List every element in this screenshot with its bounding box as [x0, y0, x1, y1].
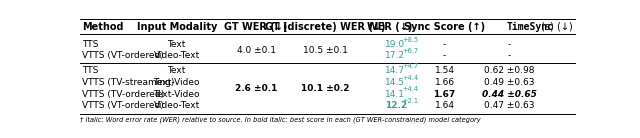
Text: 4.0 ±0.1: 4.0 ±0.1 [237, 46, 276, 55]
Text: VTTS (TV-streaming): VTTS (TV-streaming) [83, 78, 175, 87]
Text: -: - [443, 40, 446, 49]
Text: Video-Text: Video-Text [154, 101, 200, 110]
Text: 17.2: 17.2 [385, 51, 405, 60]
Text: GT (discrete) WER (↓): GT (discrete) WER (↓) [265, 22, 386, 32]
Text: +2.1: +2.1 [403, 98, 419, 104]
Text: VTTS (VT-ordered): VTTS (VT-ordered) [83, 101, 164, 110]
Text: 1.66: 1.66 [435, 78, 454, 87]
Text: +8.5: +8.5 [403, 37, 419, 43]
Text: Text-Video: Text-Video [154, 78, 200, 87]
Text: 0.49 ±0.63: 0.49 ±0.63 [484, 78, 534, 87]
Text: 14.1: 14.1 [385, 90, 405, 99]
Text: 0.44 ±0.65: 0.44 ±0.65 [482, 90, 536, 99]
Text: (s) (↓): (s) (↓) [538, 22, 573, 32]
Text: -: - [443, 51, 446, 60]
Text: TTS: TTS [83, 40, 99, 49]
Text: 14.5: 14.5 [385, 78, 405, 87]
Text: -: - [508, 51, 511, 60]
Text: TTS: TTS [83, 66, 99, 75]
Text: Input Modality: Input Modality [136, 22, 217, 32]
Text: VTTS (VT-ordered): VTTS (VT-ordered) [83, 51, 164, 60]
Text: 2.6 ±0.1: 2.6 ±0.1 [235, 84, 277, 93]
Text: 10.1 ±0.2: 10.1 ±0.2 [301, 84, 350, 93]
Text: Video-Text: Video-Text [154, 51, 200, 60]
Text: +6.7: +6.7 [403, 48, 419, 54]
Text: +4.7: +4.7 [403, 63, 419, 69]
Text: WER (↓): WER (↓) [367, 22, 413, 32]
Text: 1.54: 1.54 [435, 66, 454, 75]
Text: +4.4: +4.4 [403, 86, 419, 92]
Text: -: - [508, 40, 511, 49]
Text: +4.4: +4.4 [403, 75, 419, 81]
Text: 1.67: 1.67 [433, 90, 456, 99]
Text: VTTS (TV-ordered): VTTS (TV-ordered) [83, 90, 164, 99]
Text: 12.2: 12.2 [385, 101, 407, 110]
Text: 19.0: 19.0 [385, 40, 405, 49]
Text: TimeSync: TimeSync [507, 22, 554, 32]
Text: 14.7: 14.7 [385, 66, 405, 75]
Text: † italic: Word error rate (WER) relative to source. In bold italic: best score i: † italic: Word error rate (WER) relative… [80, 116, 481, 123]
Text: Text-Video: Text-Video [154, 90, 200, 99]
Text: Text: Text [168, 66, 186, 75]
Text: GT WER (↓): GT WER (↓) [225, 22, 288, 32]
Text: Method: Method [83, 22, 124, 32]
Text: 10.5 ±0.1: 10.5 ±0.1 [303, 46, 348, 55]
Text: 0.62 ±0.98: 0.62 ±0.98 [484, 66, 534, 75]
Text: Sync Score (↑): Sync Score (↑) [404, 22, 485, 32]
Text: 1.64: 1.64 [435, 101, 454, 110]
Text: Text: Text [168, 40, 186, 49]
Text: 0.47 ±0.63: 0.47 ±0.63 [484, 101, 534, 110]
